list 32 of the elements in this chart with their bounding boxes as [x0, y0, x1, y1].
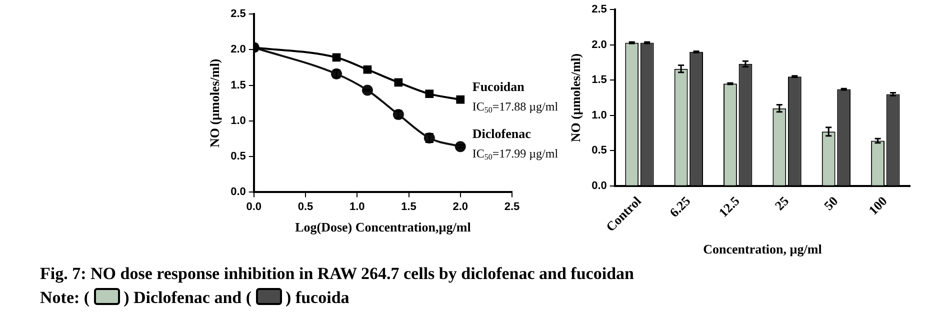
x-tick-label: 50: [820, 193, 841, 214]
y-tick-label: 2.0: [230, 44, 246, 56]
x-tick-label: 2.0: [452, 200, 468, 213]
y-axis-title: NO (µmoles/ml): [207, 58, 222, 148]
text: ) fucoida: [286, 288, 350, 307]
y-tick-label: 0.5: [592, 144, 607, 157]
y-tick-label: 1.5: [592, 74, 607, 86]
caption: Fig. 7: NO dose response inhibition in RAW 264.7 cells by diclofenac and fucoidan: [40, 263, 634, 285]
x-tick-label: 12.5: [716, 192, 743, 220]
series-label: Diclofenac: [472, 126, 532, 141]
x-tick-label: 0.5: [298, 200, 314, 213]
y-tick-label: 2.5: [592, 4, 607, 16]
y-tick-label: 0.5: [230, 150, 246, 163]
y-axis-title: NO (µmoles/ml): [568, 53, 584, 142]
y-tick-label: 0.0: [592, 180, 607, 192]
x-tick-label: 25: [772, 192, 792, 214]
y-tick-label: 2.5: [230, 8, 246, 20]
x-tick-label: 2.5: [504, 200, 520, 213]
x-axis-title: Concentration, µg/ml: [703, 242, 822, 257]
x-tick-label: 1.0: [349, 200, 365, 213]
x-tick-label: 0.0: [246, 200, 262, 213]
text: ) Diclofenac and (: [124, 288, 252, 307]
y-tick-label: 1.5: [230, 79, 246, 92]
x-tick-label: 100: [866, 193, 890, 218]
series-label: Fucoidan: [472, 78, 526, 94]
y-tick-label: 1.0: [592, 109, 607, 122]
text: Note: (: [40, 288, 90, 307]
x-axis-title: Log(Dose) Concentration,µg/ml: [295, 220, 472, 235]
y-tick-label: 2.0: [592, 38, 607, 51]
x-tick-label: 6.25: [666, 192, 694, 220]
x-tick-label: 1.5: [401, 200, 416, 213]
y-tick-label: 1.0: [230, 114, 246, 127]
